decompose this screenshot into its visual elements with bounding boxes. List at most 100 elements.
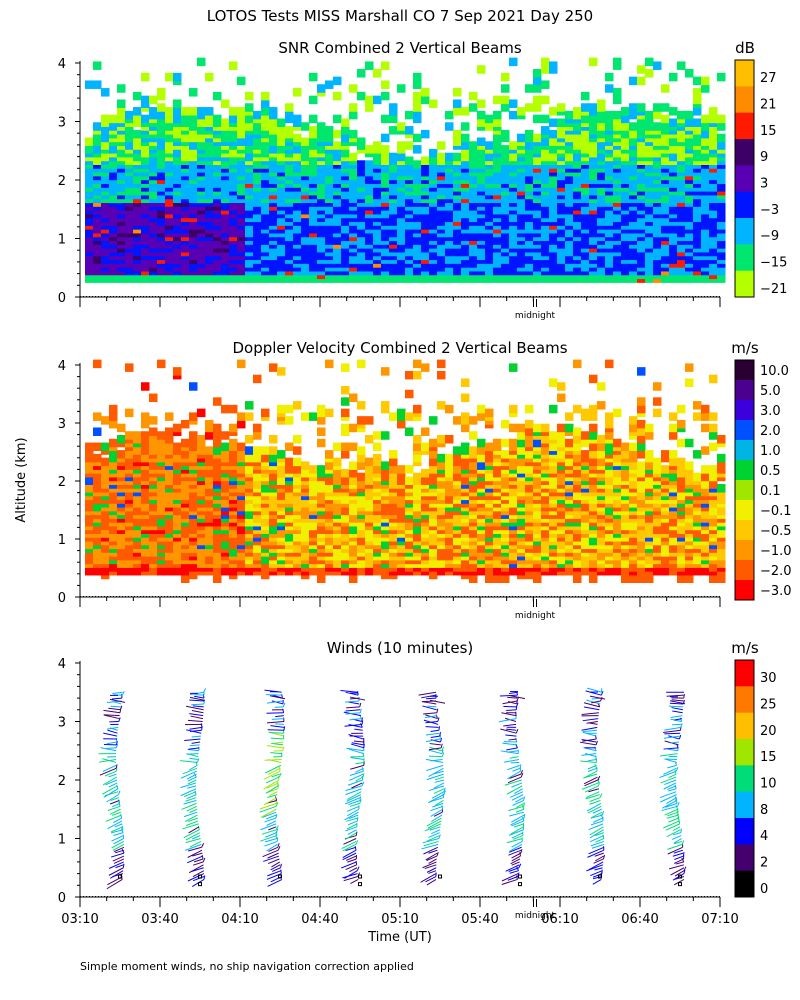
snr-cell [645, 110, 654, 120]
snr-cell [533, 84, 542, 93]
snr-cell [101, 126, 110, 135]
snr-cell [557, 118, 566, 127]
snr-cell [525, 103, 534, 112]
velocity-cell [405, 476, 414, 485]
snr-cell [541, 95, 550, 105]
snr-cell [245, 133, 254, 143]
velocity-cell [301, 412, 310, 421]
snr-cell [269, 107, 278, 116]
snr-cell [293, 88, 302, 97]
velocity-cell [285, 442, 294, 452]
colorbar-frame [734, 59, 755, 298]
snr-cell [189, 114, 198, 124]
snr-cell [509, 99, 518, 108]
snr-cell [141, 95, 150, 105]
velocity-cell [293, 457, 302, 467]
snr-cell [533, 114, 542, 124]
velocity-cell [237, 359, 246, 369]
velocity-cell [413, 370, 422, 380]
velocity-cell [213, 574, 222, 583]
snr-cell [405, 126, 414, 135]
velocity-cell [389, 465, 398, 474]
snr-cell [709, 129, 718, 139]
snr-cell [717, 133, 726, 143]
snr-cell [285, 110, 294, 120]
snr-cell [669, 118, 678, 127]
velocity-cell [221, 450, 230, 459]
velocity-cell [141, 419, 150, 429]
velocity-cell [365, 472, 374, 482]
snr-cell [149, 95, 158, 105]
velocity-cell [285, 465, 294, 474]
snr-cell [261, 122, 270, 131]
snr-cell [141, 72, 150, 82]
velocity-cell [341, 397, 350, 406]
snr-cell [309, 141, 318, 150]
snr-cell [381, 145, 390, 154]
colorbar-swatch [735, 165, 754, 193]
snr-cell [509, 110, 518, 120]
velocity-cell [173, 423, 182, 433]
snr-cell [397, 167, 406, 177]
snr-cell [117, 114, 126, 124]
snr-cell [549, 118, 558, 127]
snr-cell [357, 91, 366, 101]
snr-cell [325, 80, 334, 89]
velocity-cell [229, 404, 238, 414]
snr-cell [381, 114, 390, 124]
snr-cell [157, 110, 166, 120]
snr-cell [589, 103, 598, 112]
snr-cell [381, 91, 390, 101]
velocity-cell [293, 401, 302, 410]
snr-cell [453, 129, 462, 139]
colorbar-swatch [735, 270, 754, 298]
snr-cell [213, 114, 222, 124]
snr-cell [541, 57, 550, 67]
velocity-cell [405, 465, 414, 474]
snr-cell [253, 122, 262, 131]
velocity-cell [173, 442, 182, 452]
snr-cell [629, 110, 638, 120]
velocity-cell [141, 442, 150, 452]
snr-cell [349, 84, 358, 93]
velocity-field [85, 359, 726, 583]
snr-cell [573, 133, 582, 143]
snr-cell [461, 133, 470, 143]
velocity-cell [397, 419, 406, 429]
velocity-cell [341, 442, 350, 452]
colorbar-label: −9 [760, 229, 779, 244]
snr-cell [557, 103, 566, 112]
velocity-cell [221, 431, 230, 440]
snr-cell [437, 152, 446, 162]
velocity-cell [125, 450, 134, 459]
snr-cell [637, 103, 646, 112]
snr-cell [413, 103, 422, 112]
snr-cell [597, 99, 606, 108]
velocity-cell [229, 438, 238, 448]
snr-cell [541, 137, 550, 146]
snr-cell [701, 84, 710, 93]
velocity-cell [181, 419, 190, 429]
velocity-cell [349, 468, 358, 478]
velocity-cell [165, 442, 174, 452]
snr-cell [693, 88, 702, 97]
snr-cell [517, 107, 526, 116]
snr-cell [293, 114, 302, 124]
velocity-cell [165, 435, 174, 444]
snr-cell [189, 88, 198, 97]
velocity-cell [317, 427, 326, 436]
snr-cell [261, 129, 270, 139]
snr-cell [461, 148, 470, 158]
y-tick-label: 2 [58, 174, 66, 189]
velocity-cell [421, 468, 430, 478]
snr-cell [421, 88, 430, 97]
snr-cell [581, 129, 590, 139]
velocity-cell [245, 401, 254, 410]
snr-cell [605, 72, 614, 82]
velocity-cell [333, 442, 342, 452]
velocity-cell [141, 382, 150, 391]
velocity-cell [101, 442, 110, 452]
snr-cell [693, 76, 702, 86]
